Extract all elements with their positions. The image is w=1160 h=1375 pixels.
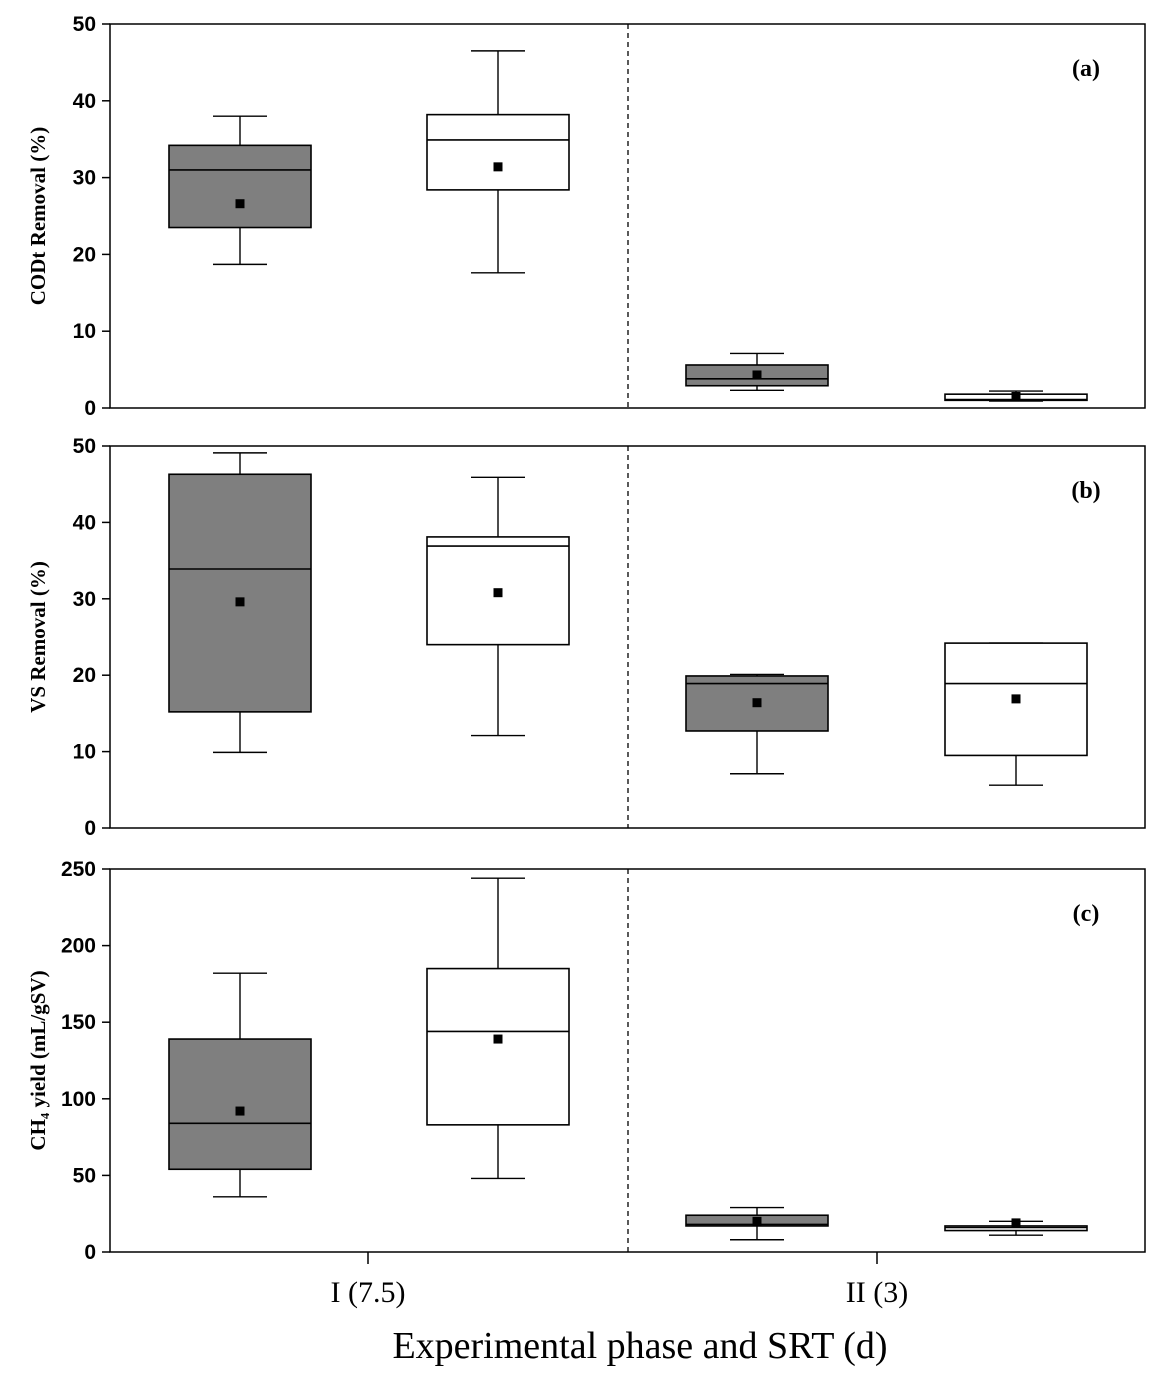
mean-marker <box>235 597 245 607</box>
y-tick-label: 250 <box>61 858 96 881</box>
box-light <box>426 50 570 274</box>
x-axis: I (7.5) II (3) Experimental phase and SR… <box>331 1252 908 1367</box>
y-axis-title: VS Removal (%) <box>26 561 50 713</box>
iqr-box <box>168 473 312 713</box>
iqr-box <box>426 113 570 191</box>
box-light <box>944 642 1088 786</box>
mean-marker <box>493 1034 503 1044</box>
y-tick-label: 0 <box>84 1241 96 1264</box>
box-light <box>944 1218 1088 1236</box>
box-light <box>426 476 570 737</box>
box-dark <box>685 673 829 775</box>
panels: 0 10 20 30 40 50 CODt Removal (%) (a) 0 10 20 30 40 5… <box>26 13 1146 1264</box>
mean-marker <box>235 1106 245 1116</box>
mean-marker <box>493 162 503 172</box>
mean-marker <box>752 370 762 380</box>
iqr-box <box>426 967 570 1126</box>
y-tick-label: 50 <box>73 13 96 36</box>
y-tick-label: 0 <box>84 397 96 420</box>
y-tick-label: 30 <box>73 588 96 611</box>
mean-marker <box>493 588 503 598</box>
y-tick-label: 200 <box>61 935 96 958</box>
y-tick-label: 10 <box>73 741 96 764</box>
panel-label: (b) <box>1071 478 1100 504</box>
y-tick-label: 10 <box>73 320 96 343</box>
y-tick-label: 0 <box>84 817 96 840</box>
y-tick-label: 20 <box>73 664 96 687</box>
box-dark <box>168 452 312 754</box>
y-tick-label: 40 <box>73 90 96 113</box>
panel-label: (a) <box>1072 56 1100 82</box>
panel-2: 0 10 20 30 40 50 VS Removal (%) (b) <box>26 435 1146 840</box>
iqr-box <box>168 144 312 229</box>
mean-marker <box>752 698 762 708</box>
y-tick-label: 20 <box>73 243 96 266</box>
y-tick-label: 150 <box>61 1011 96 1034</box>
iqr-box <box>168 1038 312 1171</box>
y-tick-label: 50 <box>73 435 96 458</box>
mean-marker <box>1011 1218 1021 1228</box>
box-dark <box>168 972 312 1198</box>
box-light <box>426 877 570 1180</box>
mean-marker <box>1011 391 1021 401</box>
box-light <box>944 390 1088 402</box>
y-tick-label: 100 <box>61 1088 96 1111</box>
y-axis-title: CODt Removal (%) <box>26 127 50 305</box>
y-tick-label: 40 <box>73 511 96 534</box>
category-label: I (7.5) <box>331 1276 406 1309</box>
y-tick-label: 50 <box>73 1164 96 1187</box>
mean-marker <box>1011 694 1021 704</box>
mean-marker <box>752 1216 762 1226</box>
mean-marker <box>235 199 245 209</box>
category-label: II (3) <box>846 1276 908 1309</box>
y-axis-title: CH₄ yield (mL/gSV) <box>26 970 50 1150</box>
x-axis-title: Experimental phase and SRT (d) <box>392 1325 887 1367</box>
box-dark <box>168 115 312 266</box>
panel-3: 0 50 100 150 200 250 CH₄ yield (mL/gSV) (c) <box>26 858 1146 1264</box>
y-tick-label: 30 <box>73 167 96 190</box>
panel-label: (c) <box>1073 901 1100 927</box>
box-dark <box>685 352 829 392</box>
box-dark <box>685 1206 829 1241</box>
panel-1: 0 10 20 30 40 50 CODt Removal (%) (a) <box>26 13 1146 420</box>
